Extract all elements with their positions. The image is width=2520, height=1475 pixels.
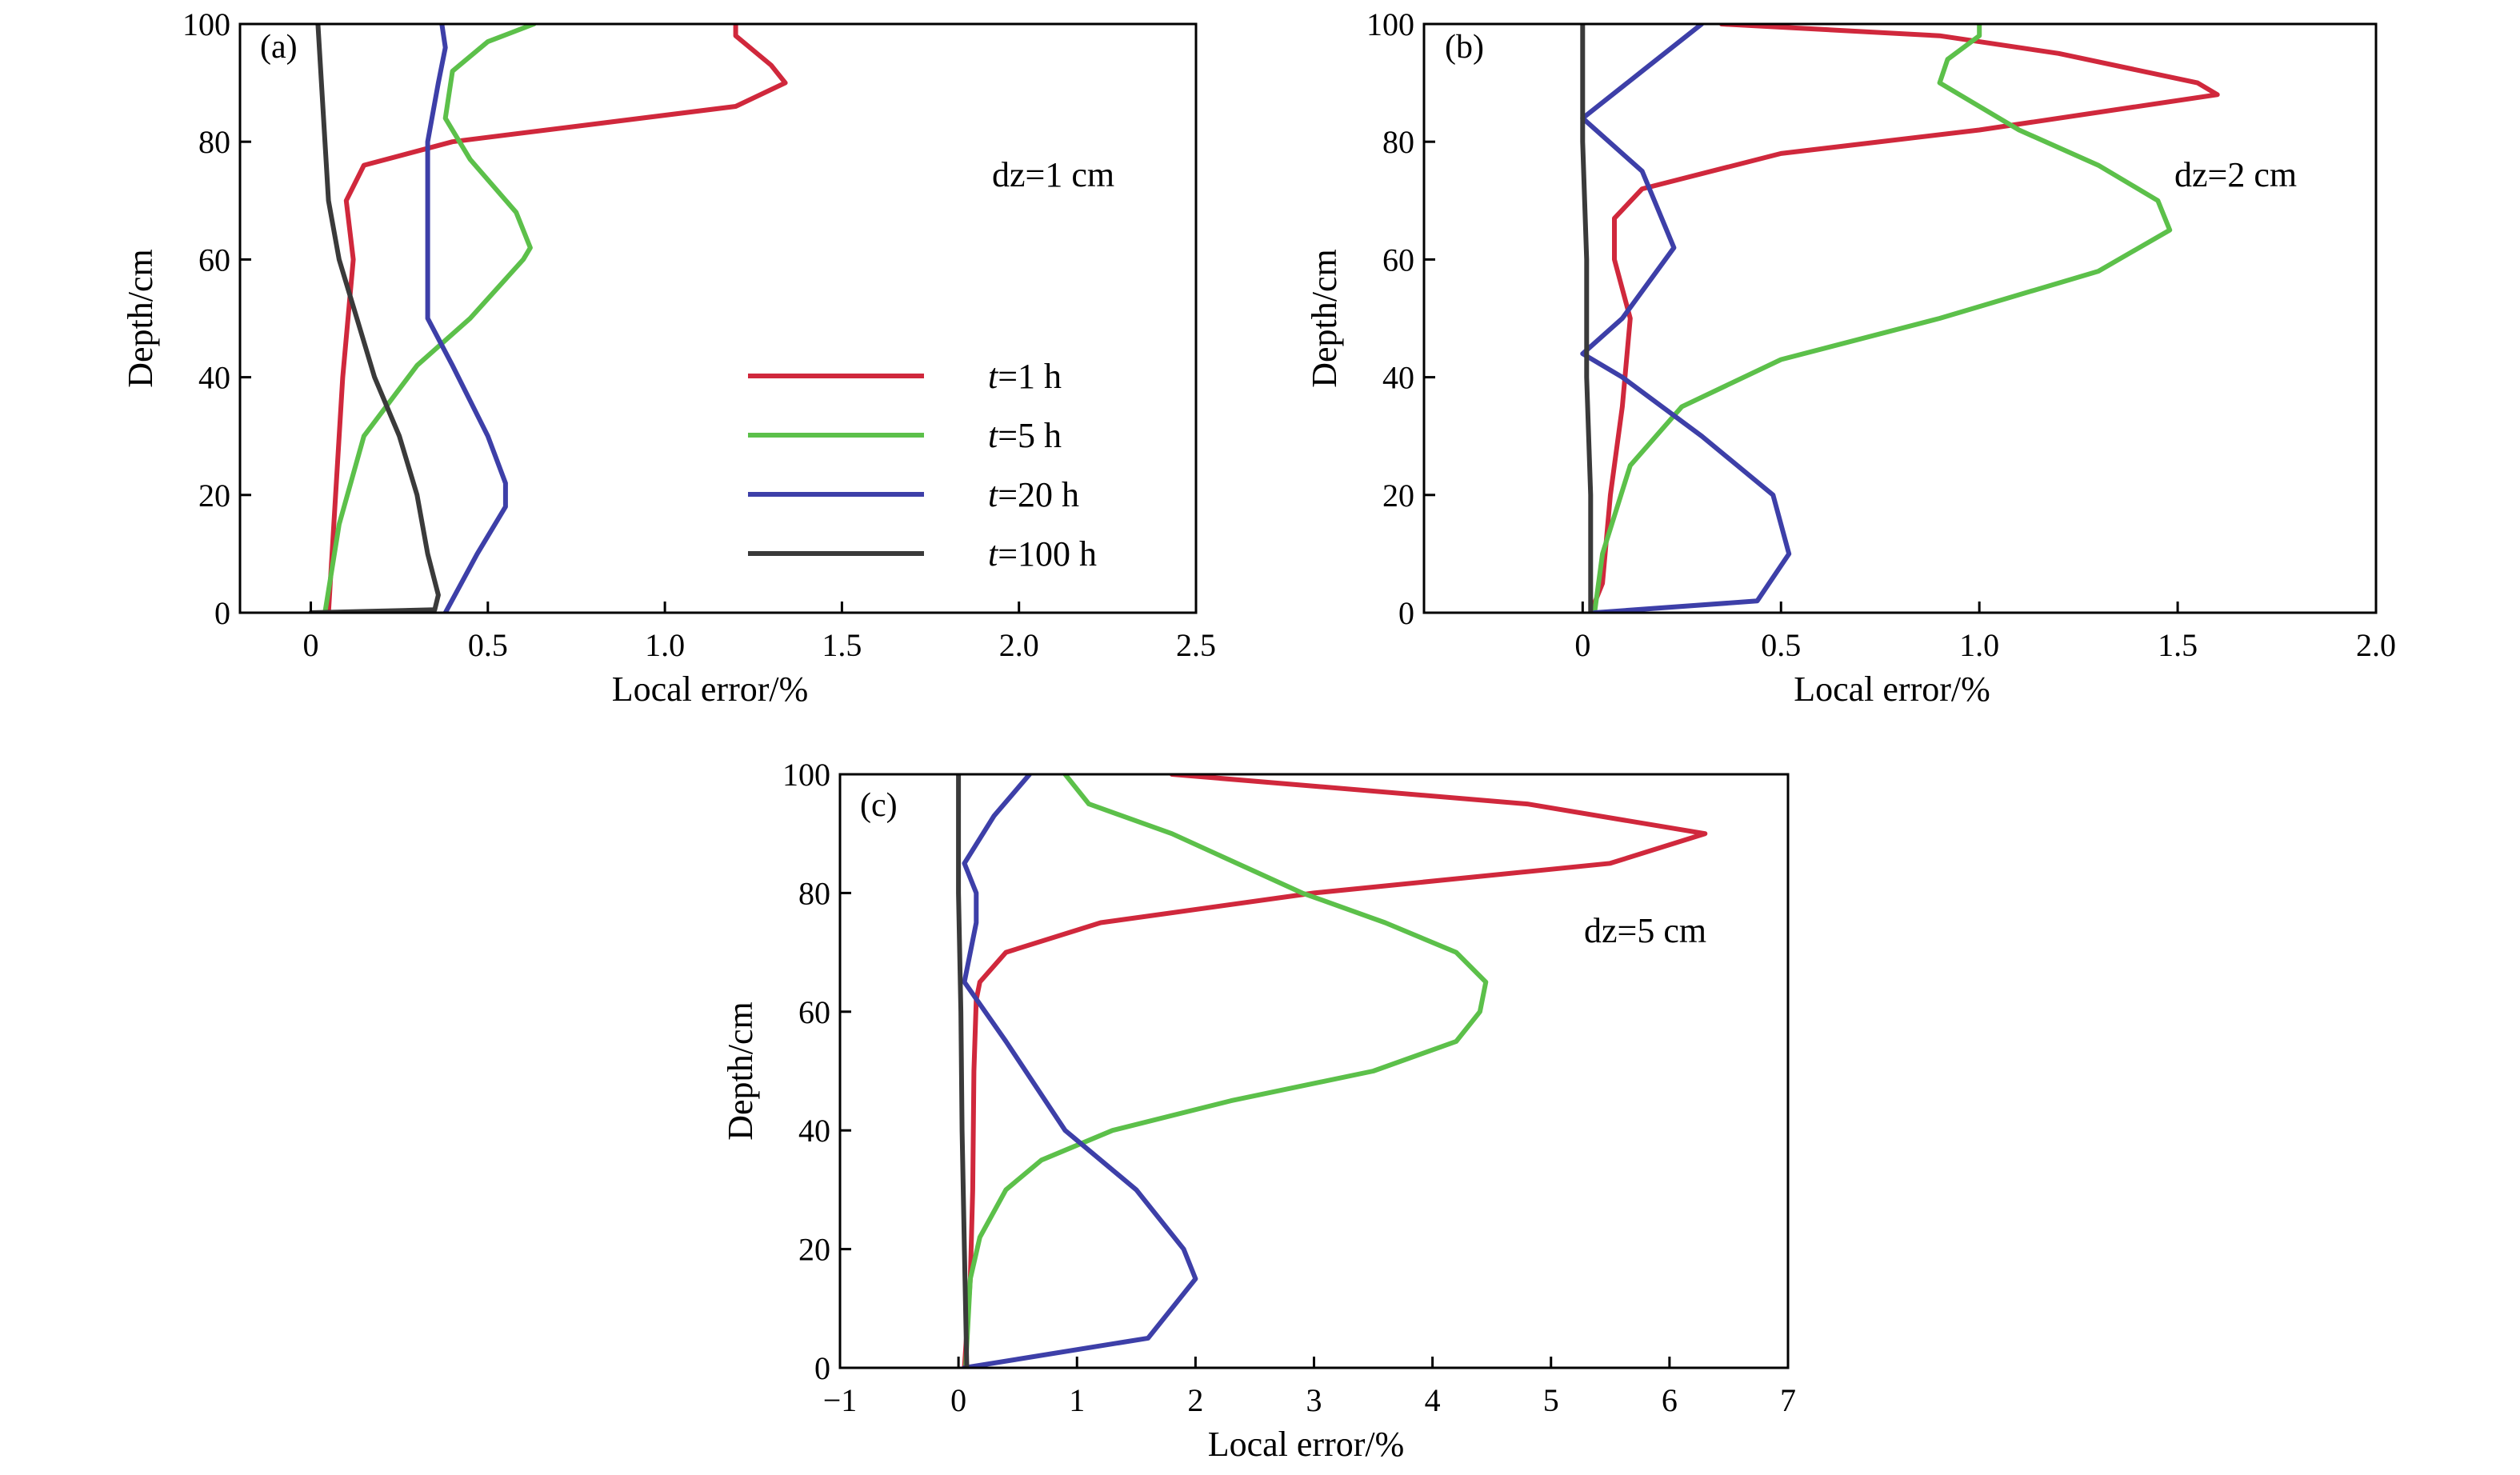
y-tick-label: 60 bbox=[798, 994, 830, 1030]
x-tick-label: 2.0 bbox=[999, 627, 1039, 663]
series-line-4 bbox=[308, 24, 441, 613]
y-tick-label: 40 bbox=[798, 1113, 830, 1149]
y-tick-label: 100 bbox=[1366, 6, 1414, 42]
series-group bbox=[956, 774, 1708, 1368]
x-tick-label: 1.5 bbox=[822, 627, 862, 663]
panel-a: 0 0.5 1.0 1.5 2.0 2.5 0 20 40 60 80 100 Local error/… bbox=[121, 6, 1216, 709]
x-tick-label: −1 bbox=[823, 1382, 858, 1418]
x-tick-label: 0.5 bbox=[1761, 627, 1801, 663]
dz-annotation: dz=2 cm bbox=[2174, 155, 2297, 194]
x-axis-title: Local error/% bbox=[1794, 670, 1990, 709]
panel-label: (c) bbox=[860, 787, 898, 824]
panel-b: 0 0.5 1.0 1.5 2.0 0 20 40 60 80 100 Local error/% De… bbox=[1305, 6, 2396, 709]
y-tick-label: 20 bbox=[198, 478, 230, 514]
x-tick-label: 0 bbox=[303, 627, 319, 663]
series-line-1 bbox=[962, 774, 1708, 1368]
y-tick-label: 60 bbox=[198, 242, 230, 278]
series-group bbox=[308, 24, 788, 613]
x-tick-label: 2 bbox=[1187, 1382, 1203, 1418]
y-tick-label: 20 bbox=[1382, 478, 1414, 514]
y-axis-title: Depth/cm bbox=[1305, 249, 1344, 388]
x-tick-label: 1.5 bbox=[2158, 627, 2198, 663]
plot-frame bbox=[1422, 22, 2378, 614]
y-tick-label: 80 bbox=[198, 124, 230, 160]
x-tick-label: 7 bbox=[1780, 1382, 1796, 1418]
y-tick-label: 0 bbox=[214, 595, 230, 631]
series-line-3 bbox=[962, 774, 1198, 1368]
x-tick-label: 2.0 bbox=[2356, 627, 2396, 663]
x-tick-label: 1.0 bbox=[645, 627, 685, 663]
plot-frame bbox=[838, 773, 1790, 1369]
x-tick-label: 2.5 bbox=[1176, 627, 1216, 663]
x-tick-label: 5 bbox=[1543, 1382, 1559, 1418]
legend-label: t=100 h bbox=[988, 534, 1097, 574]
panel-label: (b) bbox=[1445, 29, 1484, 66]
series-line-4 bbox=[1580, 24, 1594, 613]
y-tick-label: 40 bbox=[198, 360, 230, 396]
y-tick-label: 80 bbox=[798, 875, 830, 911]
x-tick-label: 0 bbox=[1574, 627, 1590, 663]
y-tick-label: 100 bbox=[182, 6, 230, 42]
y-axis-title: Depth/cm bbox=[121, 249, 160, 388]
legend-label: t=20 h bbox=[988, 475, 1079, 514]
series-line-2 bbox=[963, 774, 1489, 1368]
y-tick-label: 0 bbox=[1398, 595, 1414, 631]
series-group bbox=[1580, 24, 2220, 613]
plot-frame bbox=[238, 22, 1198, 614]
y-tick-label: 40 bbox=[1382, 360, 1414, 396]
x-tick-label: 0 bbox=[950, 1382, 966, 1418]
legend: t=1 h t=5 h t=20 h t=100 h bbox=[748, 357, 1097, 574]
series-line-2 bbox=[1592, 24, 2173, 613]
x-tick-label: 1 bbox=[1069, 1382, 1085, 1418]
x-axis-title: Local error/% bbox=[612, 670, 809, 709]
y-tick-label: 80 bbox=[1382, 124, 1414, 160]
x-tick-label: 1.0 bbox=[1959, 627, 1999, 663]
dz-annotation: dz=5 cm bbox=[1584, 911, 1706, 950]
y-tick-label: 20 bbox=[798, 1232, 830, 1268]
legend-label: t=5 h bbox=[988, 416, 1062, 455]
y-tick-label: 60 bbox=[1382, 242, 1414, 278]
series-line-4 bbox=[956, 774, 970, 1368]
series-line-1 bbox=[1588, 24, 2220, 613]
y-tick-label: 100 bbox=[782, 757, 830, 793]
panel-label: (a) bbox=[260, 29, 298, 66]
x-tick-label: 6 bbox=[1662, 1382, 1678, 1418]
dz-annotation: dz=1 cm bbox=[992, 155, 1114, 194]
series-line-2 bbox=[322, 24, 537, 613]
x-tick-label: 4 bbox=[1425, 1382, 1441, 1418]
y-tick-label: 0 bbox=[814, 1350, 830, 1386]
series-line-1 bbox=[326, 24, 788, 613]
series-line-3 bbox=[425, 24, 508, 613]
x-tick-label: 0.5 bbox=[468, 627, 508, 663]
legend-label: t=1 h bbox=[988, 357, 1062, 396]
x-axis-title: Local error/% bbox=[1208, 1425, 1405, 1464]
x-tick-label: 3 bbox=[1306, 1382, 1322, 1418]
y-axis-title: Depth/cm bbox=[721, 1001, 760, 1141]
